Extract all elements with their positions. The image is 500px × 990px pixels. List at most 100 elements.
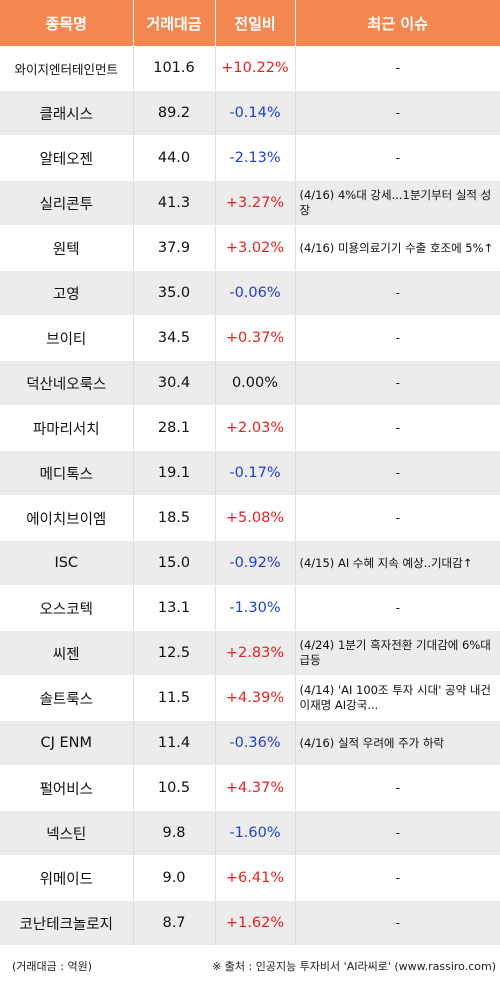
trading-volume: 101.6 [133, 46, 216, 91]
change-rate: -0.92% [215, 540, 296, 586]
recent-issue: - [295, 46, 500, 91]
table-row: 실리콘투 41.3 +3.27% (4/16) 4%대 강세...1분기부터 실적 성… [0, 180, 500, 226]
table-row: 펄어비스 10.5 +4.37% - [0, 765, 500, 811]
stock-name: 코난테크놀로지 [0, 900, 134, 946]
trading-volume: 30.4 [133, 360, 216, 406]
trading-volume: 89.2 [133, 90, 216, 136]
table-row: 넥스틴 9.8 -1.60% - [0, 810, 500, 856]
table-row: 클래시스 89.2 -0.14% - [0, 90, 500, 136]
recent-issue-text: - [395, 780, 400, 795]
change-rate: +3.02% [215, 225, 296, 271]
trading-volume: 41.3 [133, 180, 216, 226]
trading-volume: 11.4 [133, 720, 216, 766]
recent-issue-text: (4/16) 4%대 강세...1분기부터 실적 성장 [299, 188, 492, 217]
trading-volume: 13.1 [133, 585, 216, 631]
table-row: 와이지엔터테인먼트 101.6 +10.22% - [0, 46, 500, 91]
recent-issue-text: (4/16) 미용의료기기 수출 호조에 5%↑ [299, 240, 494, 255]
trading-volume: 12.5 [133, 630, 216, 676]
header-issue: 최근 이슈 [295, 0, 500, 46]
stock-name: 브이티 [0, 315, 134, 361]
recent-issue-text: - [395, 465, 400, 480]
unit-note: (거래대금 : 억원) [12, 960, 93, 973]
recent-issue-text: - [395, 105, 400, 120]
change-rate: +0.37% [215, 315, 296, 361]
table-row: ISC 15.0 -0.92% (4/15) AI 수혜 지속 예상..기대감↑ [0, 540, 500, 586]
stock-name: 위메이드 [0, 855, 134, 901]
trading-volume: 18.5 [133, 495, 216, 541]
recent-issue-text: - [395, 510, 400, 525]
table-row: 메디톡스 19.1 -0.17% - [0, 450, 500, 496]
recent-issue-text: - [395, 285, 400, 300]
change-rate: +6.41% [215, 855, 296, 901]
recent-issue: (4/16) 4%대 강세...1분기부터 실적 성장 [295, 180, 500, 226]
table-row: 파마리서치 28.1 +2.03% - [0, 405, 500, 451]
change-rate: 0.00% [215, 360, 296, 406]
change-rate: -1.60% [215, 810, 296, 856]
trading-volume: 44.0 [133, 135, 216, 181]
trading-volume: 8.7 [133, 900, 216, 946]
stock-name: 에이치브이엠 [0, 495, 134, 541]
source-note: ※ 출처 : 인공지능 투자비서 'AI라씨로' (www.rassiro.co… [212, 960, 496, 973]
recent-issue-text: (4/24) 1분기 흑자전환 기대감에 6%대 급등 [299, 638, 491, 667]
recent-issue-text: (4/14) 'AI 100조 투자 시대' 공약 내건 이재명 AI강국... [299, 683, 491, 712]
table-row: 알테오젠 44.0 -2.13% - [0, 135, 500, 181]
recent-issue-text: - [395, 600, 400, 615]
recent-issue-text: (4/16) 실적 우려에 주가 하락 [299, 735, 445, 750]
recent-issue-text: - [395, 915, 400, 930]
recent-issue: (4/24) 1분기 흑자전환 기대감에 6%대 급등 [295, 630, 500, 676]
stock-name: 실리콘투 [0, 180, 134, 226]
table-row: 에이치브이엠 18.5 +5.08% - [0, 495, 500, 541]
table-row: CJ ENM 11.4 -0.36% (4/16) 실적 우려에 주가 하락 [0, 720, 500, 766]
change-rate: -0.06% [215, 270, 296, 316]
recent-issue-text: - [395, 60, 400, 75]
trading-volume: 9.8 [133, 810, 216, 856]
recent-issue: (4/14) 'AI 100조 투자 시대' 공약 내건 이재명 AI강국... [295, 675, 500, 721]
trading-volume: 19.1 [133, 450, 216, 496]
stock-name: 솔트룩스 [0, 675, 134, 721]
recent-issue: - [295, 810, 500, 856]
recent-issue-text: - [395, 330, 400, 345]
header-change: 전일비 [215, 0, 296, 46]
table-row: 브이티 34.5 +0.37% - [0, 315, 500, 361]
recent-issue-text: (4/15) AI 수혜 지속 예상..기대감↑ [299, 555, 473, 570]
recent-issue: - [295, 360, 500, 406]
footer: (거래대금 : 억원) ※ 출처 : 인공지능 투자비서 'AI라씨로' (ww… [0, 954, 500, 984]
recent-issue: - [295, 765, 500, 811]
change-rate: +1.62% [215, 900, 296, 946]
stock-name: 파마리서치 [0, 405, 134, 451]
recent-issue: - [295, 585, 500, 631]
stock-name: 넥스틴 [0, 810, 134, 856]
stock-table: 종목명 거래대금 전일비 최근 이슈 와이지엔터테인먼트 101.6 +10.22%… [0, 0, 500, 946]
stock-name: CJ ENM [0, 720, 134, 766]
recent-issue: - [295, 315, 500, 361]
change-rate: -0.14% [215, 90, 296, 136]
stock-name: 펄어비스 [0, 765, 134, 811]
recent-issue: - [295, 495, 500, 541]
recent-issue: - [295, 90, 500, 136]
table-row: 코난테크놀로지 8.7 +1.62% - [0, 900, 500, 946]
stock-name: 덕산네오룩스 [0, 360, 134, 406]
stock-name: ISC [0, 540, 134, 586]
stock-name: 클래시스 [0, 90, 134, 136]
recent-issue: - [295, 900, 500, 946]
change-rate: -0.36% [215, 720, 296, 766]
trading-volume: 37.9 [133, 225, 216, 271]
trading-volume: 10.5 [133, 765, 216, 811]
table-row: 솔트룩스 11.5 +4.39% (4/14) 'AI 100조 투자 시대' 공약 … [0, 675, 500, 721]
table-body: 와이지엔터테인먼트 101.6 +10.22% - 클래시스 89.2 -0.14% - 알테오… [0, 46, 500, 946]
recent-issue: - [295, 405, 500, 451]
stock-name: 알테오젠 [0, 135, 134, 181]
recent-issue-text: - [395, 870, 400, 885]
trading-volume: 9.0 [133, 855, 216, 901]
recent-issue: - [295, 855, 500, 901]
recent-issue: - [295, 450, 500, 496]
change-rate: -1.30% [215, 585, 296, 631]
recent-issue: - [295, 270, 500, 316]
recent-issue: (4/15) AI 수혜 지속 예상..기대감↑ [295, 540, 500, 586]
change-rate: +5.08% [215, 495, 296, 541]
change-rate: +2.03% [215, 405, 296, 451]
recent-issue-text: - [395, 375, 400, 390]
change-rate: +3.27% [215, 180, 296, 226]
stock-name: 씨젠 [0, 630, 134, 676]
header-volume: 거래대금 [133, 0, 216, 46]
